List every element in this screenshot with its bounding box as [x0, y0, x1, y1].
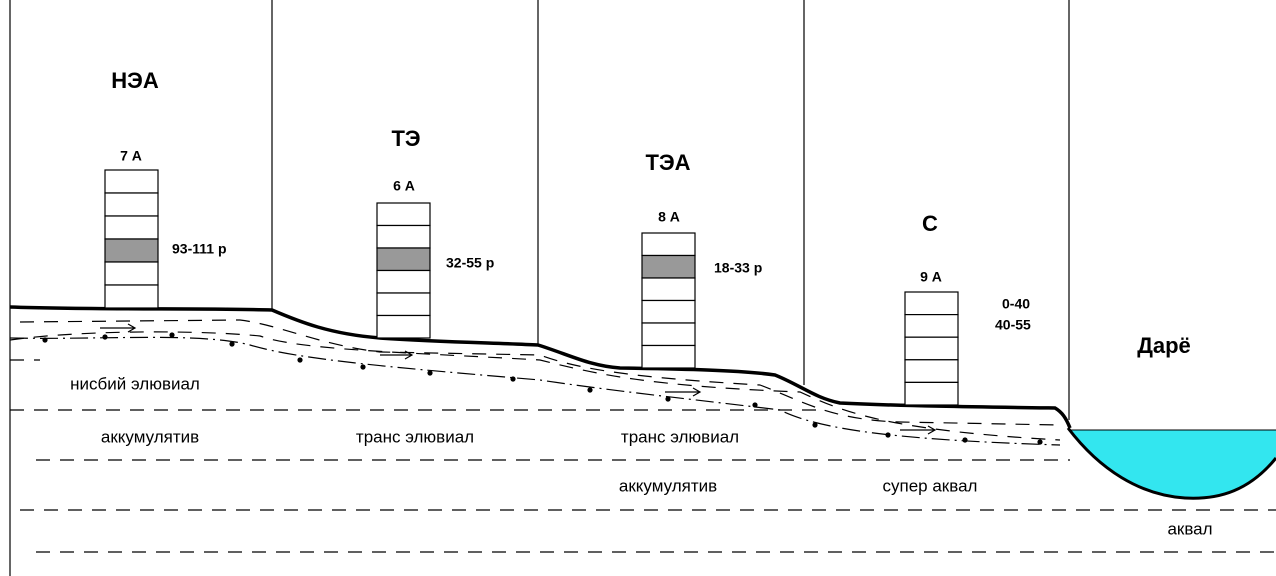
column-cell	[642, 301, 695, 324]
column-cell	[377, 226, 430, 249]
layer-label: супер аквал	[883, 476, 978, 495]
layer-label: транс элювиал	[621, 427, 739, 446]
column-label: 6 А	[393, 178, 415, 194]
column-label: 8 А	[658, 209, 680, 225]
column-cell	[905, 292, 958, 315]
column-cell	[377, 248, 430, 271]
column-cell	[905, 315, 958, 338]
column-cell	[105, 216, 158, 239]
column-cell	[642, 256, 695, 279]
zone-label: ТЭ	[391, 126, 420, 151]
column-cell	[377, 293, 430, 316]
range-label: 18-33 р	[714, 260, 762, 276]
layer-label: аквал	[1167, 519, 1212, 538]
columns	[105, 170, 958, 405]
column-cell	[642, 323, 695, 346]
zone-label: Дарё	[1137, 333, 1191, 358]
layer-label: аккумулятив	[101, 427, 199, 446]
column-cell	[905, 360, 958, 383]
layer-label: нисбий элювиал	[70, 374, 200, 393]
zone-label: НЭА	[111, 68, 159, 93]
column-cell	[105, 262, 158, 285]
diagram: НЭА ТЭ ТЭА С Дарё 7 А 6 А 8 А 9 А 93-111…	[0, 0, 1276, 576]
column-cell	[642, 278, 695, 301]
column-cell	[642, 346, 695, 369]
range-label: 40-55	[995, 317, 1031, 333]
zone-label: ТЭА	[646, 150, 691, 175]
column-cell	[105, 285, 158, 308]
column-cell	[905, 382, 958, 405]
range-label: 0-40	[1002, 296, 1030, 312]
column-cell	[105, 193, 158, 216]
column-cell	[105, 170, 158, 193]
range-label: 32-55 р	[446, 255, 494, 271]
column-cell	[105, 239, 158, 262]
column-cell	[642, 233, 695, 256]
column-cell	[377, 203, 430, 226]
water	[1068, 428, 1276, 498]
zone-label: С	[922, 211, 938, 236]
column-cell	[377, 271, 430, 294]
layer-label: транс элювиал	[356, 427, 474, 446]
column-cell	[905, 337, 958, 360]
column-label: 7 А	[120, 148, 142, 164]
layer-label: аккумулятив	[619, 476, 717, 495]
column-cell	[377, 316, 430, 339]
range-label: 93-111 р	[172, 241, 227, 257]
column-label: 9 А	[920, 269, 942, 285]
